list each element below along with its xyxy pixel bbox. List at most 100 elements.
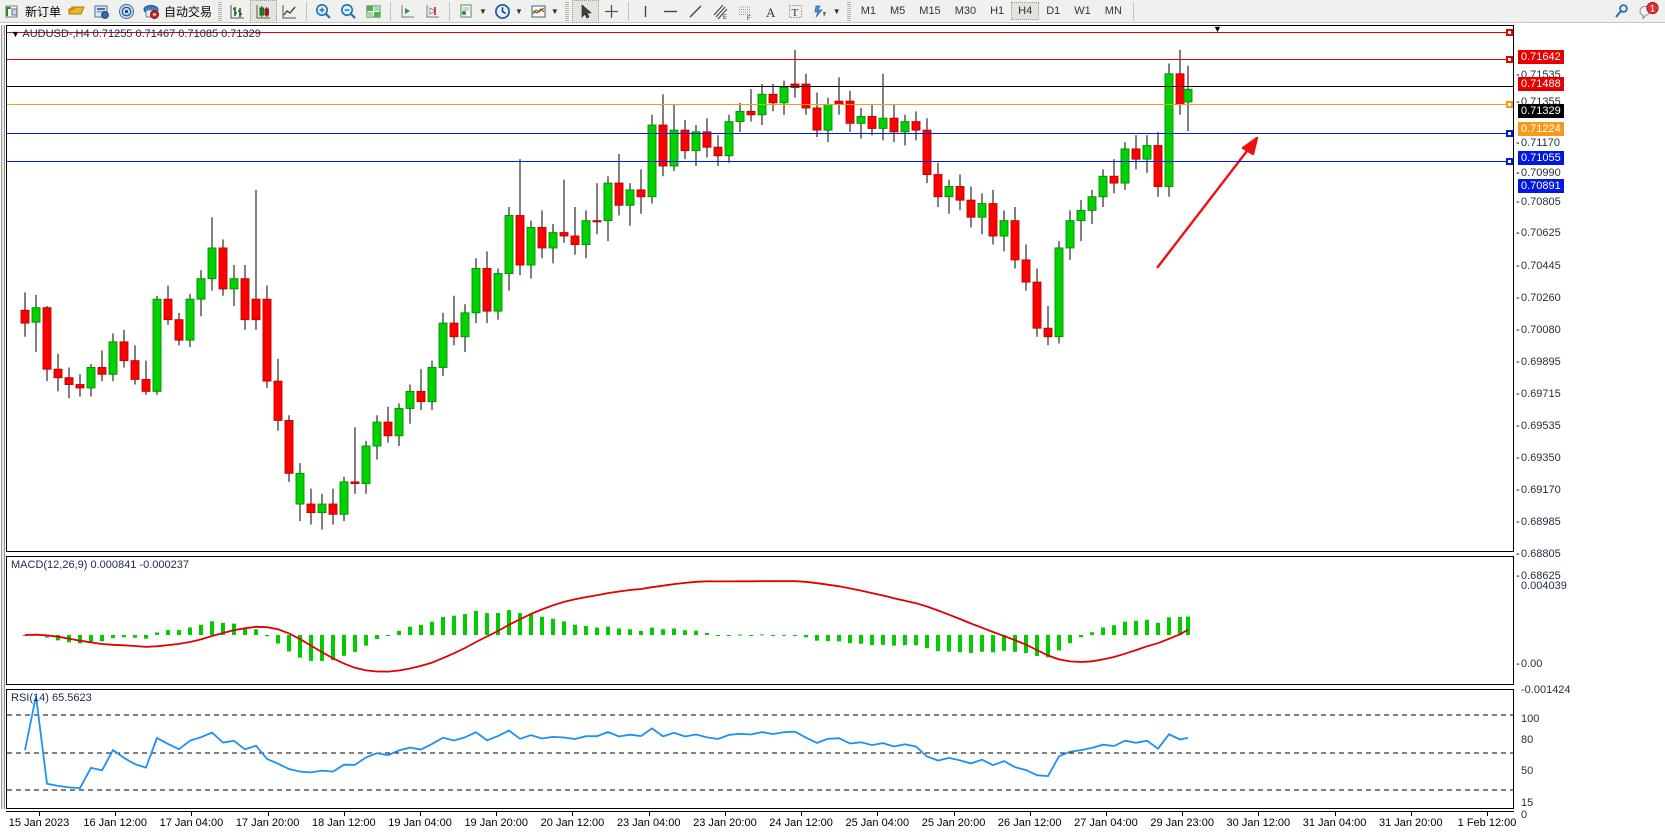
time-axis[interactable]: 15 Jan 2023 16 Jan 12:00 17 Jan 04:00 17 Ja… [6, 811, 1516, 833]
time-axis-label: 20 Jan 12:00 [540, 817, 605, 829]
trendline-button[interactable] [683, 1, 708, 22]
price-line-071224[interactable] [7, 104, 1513, 105]
time-axis-label: 23 Jan 04:00 [616, 817, 681, 829]
chevron-down-icon[interactable]: ▼ [832, 6, 841, 16]
price-tick-069895: -0.69895 [1516, 356, 1561, 368]
svg-text:T: T [791, 7, 798, 19]
price-tag-071055: 0.71055 [1518, 151, 1564, 165]
candle-chart-button[interactable] [250, 0, 278, 23]
rsi-series [7, 695, 1513, 791]
time-axis-label: 29 Jan 23:00 [1150, 817, 1214, 829]
time-axis-label: 31 Jan 20:00 [1378, 817, 1443, 829]
rsi-pane[interactable]: RSI(14) 65.5623 [6, 689, 1514, 809]
price-line-071055[interactable] [7, 133, 1513, 134]
time-axis-label: 25 Jan 04:00 [845, 817, 910, 829]
price-tag-current: 0.71329 [1518, 104, 1564, 118]
timeframe-w1[interactable]: W1 [1074, 5, 1091, 17]
time-axis-label: 19 Jan 04:00 [388, 817, 452, 829]
auto-trading-button[interactable]: 自动交易 [139, 1, 215, 22]
signal-button[interactable] [114, 1, 139, 22]
shift-start-button[interactable] [395, 1, 420, 22]
timeframe-h4[interactable]: H4 [1011, 2, 1040, 20]
chevron-down-icon[interactable]: ▼ [550, 6, 559, 16]
templates-icon [529, 2, 548, 21]
price-line-071488[interactable] [7, 59, 1513, 60]
line-anchor-071488[interactable] [1506, 56, 1513, 63]
time-tick [1410, 812, 1412, 816]
crosshair-button[interactable] [599, 1, 624, 22]
line-chart-button[interactable] [277, 1, 302, 22]
signal-icon [117, 2, 136, 21]
price-tag-071224: 0.71224 [1518, 122, 1564, 136]
candlestick-series [20, 49, 1259, 530]
time-axis-label: 30 Jan 12:00 [1226, 817, 1291, 829]
time-tick [1487, 812, 1488, 816]
price-axis[interactable]: 0.71642 -0.71535 0.71488 -0.71355 0.7132… [1516, 49, 1665, 582]
toolbar-grip-3[interactable] [846, 1, 851, 21]
zoom-in-icon [314, 2, 333, 21]
price-tick-068985: -0.68985 [1516, 516, 1561, 528]
macd-tick-max: 0.004039 [1521, 580, 1567, 592]
text-label-button[interactable]: T [783, 1, 808, 22]
folder-button[interactable] [64, 1, 89, 22]
toolbar-separator-4 [627, 1, 629, 21]
bar-chart-button[interactable] [225, 1, 250, 22]
svg-text:1: 1 [1650, 4, 1655, 14]
toolbar-grip-2[interactable] [564, 1, 569, 21]
hline-button[interactable] [658, 1, 683, 22]
time-tick [1105, 812, 1107, 816]
line-anchor-071642[interactable] [1506, 29, 1513, 36]
price-tag-070891: 0.70891 [1518, 179, 1564, 193]
time-axis-label: 19 Jan 20:00 [464, 817, 529, 829]
templates-button[interactable]: ▼ [526, 1, 562, 22]
fibonacci-icon: F [736, 2, 755, 21]
search-icon[interactable] [1612, 2, 1631, 21]
period-button[interactable]: ▼ [490, 1, 526, 22]
text-button[interactable]: A [758, 1, 783, 22]
timeframe-m30[interactable]: M30 [954, 5, 977, 17]
price-tick-070080: -0.70080 [1516, 324, 1561, 336]
price-chart-pane[interactable]: ▼ AUDUSD-,H4 0.71255 0.71467 0.71085 0.7… [6, 25, 1514, 552]
price-line-070891[interactable] [7, 161, 1513, 162]
timeframe-d1[interactable]: D1 [1046, 5, 1061, 17]
collapse-arrow-icon[interactable]: ▼ [11, 29, 20, 39]
add-indicator-icon [457, 2, 476, 21]
toolbar-grip-1[interactable] [218, 1, 223, 21]
timeframe-mn[interactable]: MN [1104, 5, 1122, 17]
price-tick-070805: -0.70805 [1516, 196, 1561, 208]
cursor-button[interactable] [571, 0, 599, 23]
add-indicator-button[interactable]: ▼ [454, 1, 490, 22]
time-axis-label: 18 Jan 12:00 [312, 817, 376, 829]
timeframe-m15[interactable]: M15 [919, 5, 941, 17]
macd-pane[interactable]: MACD(12,26,9) 0.000841 -0.000237 [6, 556, 1514, 685]
timeframe-m5[interactable]: M5 [890, 5, 906, 17]
line-anchor-071055[interactable] [1506, 130, 1513, 137]
new-order-button[interactable]: 新订单 [0, 1, 64, 22]
shift-end-button[interactable] [420, 1, 445, 22]
zoom-out-button[interactable] [336, 1, 361, 22]
chart-area[interactable]: ▼ AUDUSD-,H4 0.71255 0.71467 0.71085 0.7… [0, 24, 1665, 835]
vline-button[interactable] [633, 1, 658, 22]
equidistant-channel-button[interactable]: E [708, 1, 733, 22]
timeframe-h1[interactable]: H1 [990, 5, 1005, 17]
fibonacci-button[interactable]: F [733, 1, 758, 22]
profile-button[interactable] [89, 1, 114, 22]
time-tick [648, 812, 650, 816]
chevron-down-icon[interactable]: ▼ [514, 6, 523, 16]
chevron-down-icon[interactable]: ▼ [479, 6, 487, 16]
tile-windows-button[interactable] [361, 1, 386, 22]
time-axis-label: 17 Jan 20:00 [235, 817, 300, 829]
time-tick [420, 812, 422, 816]
timeframe-m1[interactable]: M1 [860, 5, 876, 17]
price-line-071642[interactable] [7, 32, 1513, 33]
line-anchor-070891[interactable] [1506, 158, 1513, 165]
svg-text:F: F [747, 16, 751, 21]
alerts-icon[interactable]: 1 [1637, 2, 1661, 21]
price-tick-069350: -0.69350 [1516, 452, 1561, 464]
zoom-in-button[interactable] [311, 1, 336, 22]
chart-vertical-scrollbar[interactable] [0, 25, 5, 809]
line-anchor-071224[interactable] [1506, 101, 1513, 108]
objects-button[interactable]: ▼ [808, 1, 844, 22]
price-tick-068625: -0.68625 [1516, 570, 1561, 582]
toolbar-separator-2 [390, 1, 392, 21]
